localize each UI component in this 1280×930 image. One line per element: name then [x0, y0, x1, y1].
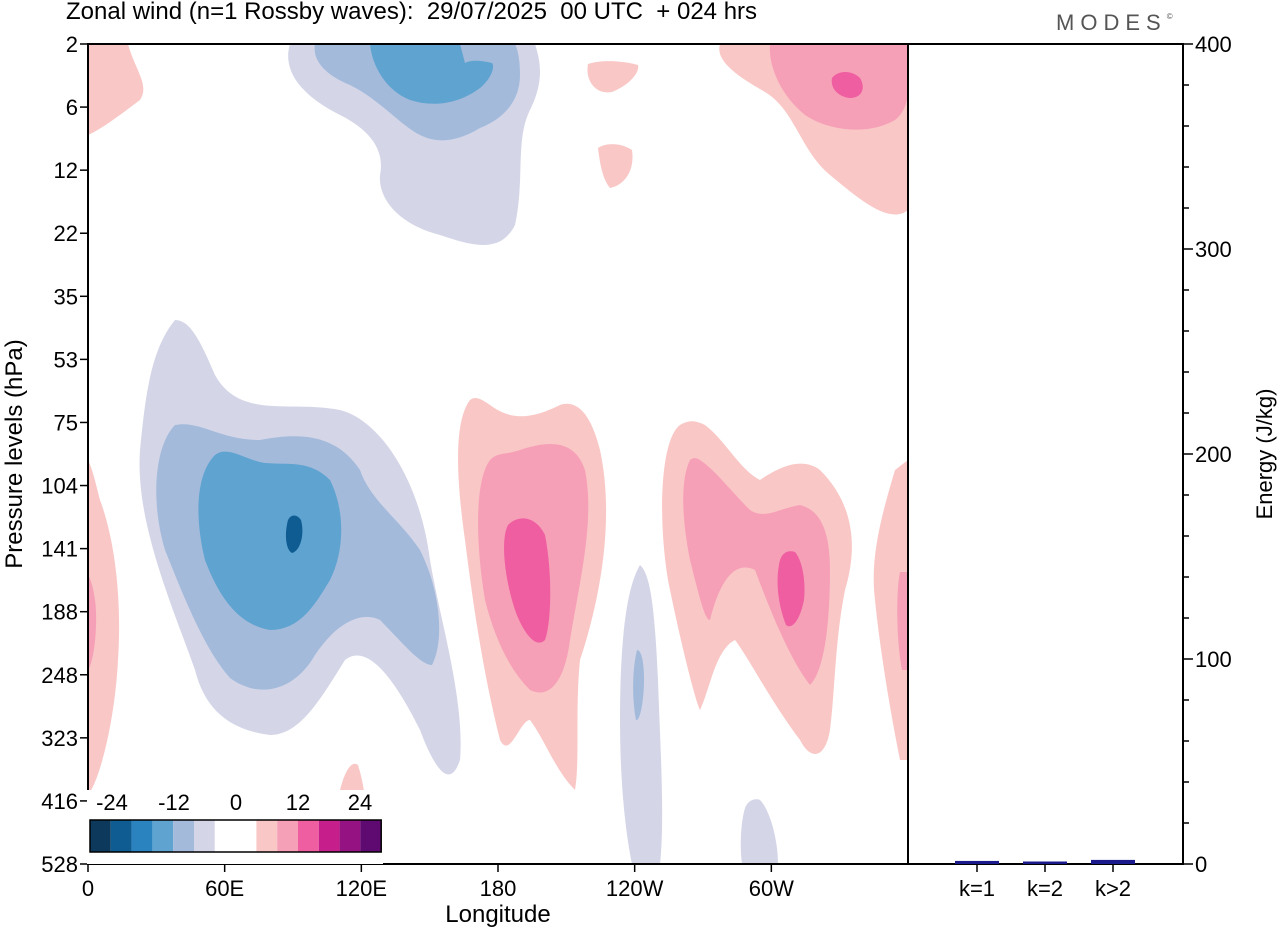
contour-neg-120w-l1 [620, 565, 663, 864]
colorbar-swatch [214, 820, 236, 852]
contour-pos-farright [873, 460, 908, 760]
x-axis-label: Longitude [445, 901, 550, 928]
y-tick-label: 75 [54, 410, 78, 435]
y-tick-label: 141 [41, 537, 78, 562]
pressure-axis-ticks: 2 6 12 22 35 53 75 104 141 188 248 323 416 528 [41, 32, 88, 877]
colorbar-swatch [298, 820, 319, 852]
y-axis-label: Pressure levels (hPa) [1, 339, 28, 568]
contour-neg-120w-l2 [633, 650, 644, 721]
y-tick-label: 35 [54, 284, 78, 309]
y-tick-label: 12 [54, 158, 78, 183]
contour-pos-blob1 [587, 61, 639, 93]
contour-pos-blob2 [598, 144, 633, 188]
modes-logo: MODES© [1056, 10, 1173, 35]
colorbar-swatch [360, 820, 382, 852]
colorbar-swatch [235, 820, 257, 852]
x-tick-label: 60W [749, 876, 794, 901]
energy-tick-label: 300 [1195, 237, 1232, 262]
energy-category-label: k=2 [1027, 876, 1063, 901]
contour-pos-farright-l2 [897, 572, 908, 670]
x-tick-label: 60E [205, 876, 244, 901]
energy-bar [1023, 861, 1067, 864]
colorbar-swatch [90, 820, 111, 852]
colorbar-swatch [152, 820, 174, 852]
colorbar-label: -24 [96, 790, 128, 815]
energy-axis: 0 100 200 300 400 [1183, 32, 1232, 877]
colorbar-swatch [318, 820, 340, 852]
contour-pos-center-l3 [504, 518, 551, 643]
contour-pos-farleft-l2 [88, 575, 97, 670]
energy-bars: k=1 k=2 k>2 [955, 859, 1135, 901]
colorbar-frame [89, 819, 382, 853]
energy-tick-label: 200 [1195, 442, 1232, 467]
colorbar-swatch [173, 820, 194, 852]
x-tick-label: 120W [606, 876, 664, 901]
colorbar-label: 12 [286, 790, 310, 815]
contour-neg-top-l3 [370, 44, 494, 104]
energy-category-label: k=1 [959, 876, 995, 901]
x-tick-label: 120E [336, 876, 387, 901]
colorbar-label: 24 [348, 790, 372, 815]
colorbar-swatch [194, 820, 215, 852]
longitude-axis-ticks: 0 60E 120E 180 120W 60W [82, 864, 794, 901]
y-tick-label: 416 [41, 789, 78, 814]
contour-pos-topleft [88, 44, 144, 135]
logo-text: MODES [1056, 10, 1167, 35]
contour-field [88, 44, 908, 864]
colorbar: -24 -12 0 12 24 [87, 790, 383, 864]
colorbar-swatch [277, 820, 298, 852]
y-tick-label: 6 [66, 95, 78, 120]
energy-panel-frame [907, 43, 1184, 865]
contour-pos-farleft [88, 460, 120, 795]
x-tick-label: 0 [82, 876, 94, 901]
contour-pos-right-l3 [777, 551, 805, 627]
colorbar-swatch [110, 820, 132, 852]
contour-neg-60w [740, 799, 778, 864]
y-tick-label: 528 [41, 852, 78, 877]
y-tick-label: 188 [41, 600, 78, 625]
y-tick-label: 248 [41, 663, 78, 688]
energy-tick-label: 0 [1195, 852, 1207, 877]
energy-category-label: k>2 [1095, 876, 1131, 901]
x-tick-label: 180 [480, 876, 517, 901]
energy-tick-label: 400 [1195, 32, 1232, 57]
chart-title: Zonal wind (n=1 Rossby waves): 29/07/202… [66, 0, 758, 25]
y-tick-label: 323 [41, 726, 78, 751]
y-tick-label: 53 [54, 347, 78, 372]
contour-pos-right-l2 [683, 458, 830, 685]
colorbar-swatch [131, 820, 153, 852]
energy-tick-label: 100 [1195, 647, 1232, 672]
contour-pos-topright-l3 [831, 72, 863, 98]
energy-bar [1091, 859, 1135, 864]
energy-axis-label: Energy (J/kg) [1252, 389, 1277, 520]
colorbar-swatch [256, 820, 278, 852]
colorbar-label: -12 [158, 790, 190, 815]
contour-neg-left-l3 [198, 451, 342, 630]
contour-neg-left-l4 [285, 515, 303, 553]
colorbar-label: 0 [230, 790, 242, 815]
y-tick-label: 104 [41, 474, 78, 499]
energy-bar [955, 860, 999, 864]
y-tick-label: 2 [66, 32, 78, 57]
y-tick-label: 22 [54, 221, 78, 246]
colorbar-swatch [339, 820, 361, 852]
